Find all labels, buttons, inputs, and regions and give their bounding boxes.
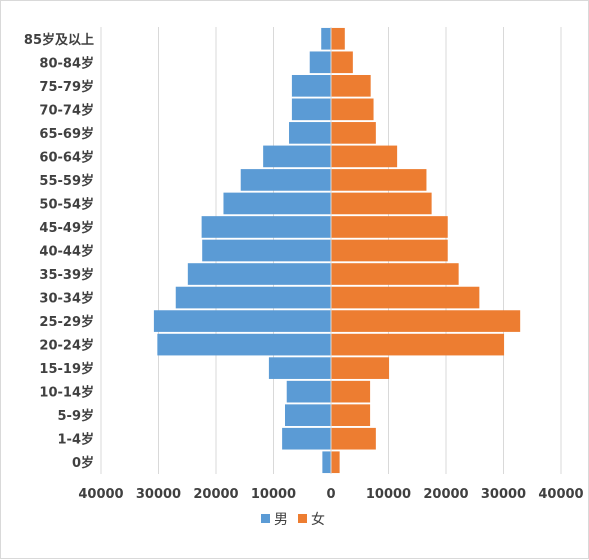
female-bar-4 xyxy=(331,357,390,379)
male-legend-swatch xyxy=(261,514,270,523)
male-bar-15 xyxy=(291,98,331,121)
female-bar-17 xyxy=(331,51,353,74)
male-bar-13 xyxy=(263,145,331,168)
male-bar-4 xyxy=(268,357,331,379)
y-tick-label: 85岁及以上 xyxy=(24,32,94,48)
bars xyxy=(153,27,521,474)
y-tick-label: 70-74岁 xyxy=(39,102,94,118)
female-bar-2 xyxy=(331,404,371,427)
male-bar-16 xyxy=(291,74,331,97)
y-tick-label: 15-19岁 xyxy=(39,361,94,377)
female-bar-15 xyxy=(331,98,374,121)
x-tick-label: 30000 xyxy=(136,487,181,502)
male-bar-9 xyxy=(202,239,331,262)
male-bar-7 xyxy=(175,286,331,309)
y-tick-label: 80-84岁 xyxy=(39,55,94,71)
female-legend-swatch xyxy=(298,514,307,523)
male-bar-0 xyxy=(322,451,331,474)
female-bar-9 xyxy=(331,239,448,262)
y-tick-label: 0岁 xyxy=(72,455,94,471)
y-tick-label: 45-49岁 xyxy=(39,220,94,236)
female-bar-7 xyxy=(331,286,480,309)
male-bar-18 xyxy=(321,27,331,50)
x-tick-label: 10000 xyxy=(366,487,411,502)
y-tick-label: 55-59岁 xyxy=(39,173,94,189)
y-axis-labels: 0岁 1-4岁 5-9岁 10-14岁 15-19岁 20-24岁 25-29岁 30-34岁… xyxy=(24,32,94,471)
female-bar-13 xyxy=(331,145,398,168)
x-axis-labels: 40000 30000 20000 10000 0 10000 20000 30000 4000… xyxy=(78,487,583,502)
y-tick-label: 35-39岁 xyxy=(39,267,94,283)
male-bar-17 xyxy=(309,51,331,74)
male-bar-1 xyxy=(282,427,331,450)
x-tick-label: 40000 xyxy=(78,487,123,502)
female-bar-6 xyxy=(331,310,521,332)
female-legend-label: 女 xyxy=(311,511,325,528)
y-tick-label: 1-4岁 xyxy=(58,432,95,448)
y-tick-label: 5-9岁 xyxy=(58,408,95,424)
female-bar-11 xyxy=(331,192,432,215)
female-bar-5 xyxy=(331,333,505,356)
female-bar-1 xyxy=(331,427,376,450)
female-bar-16 xyxy=(331,74,371,97)
male-legend-label: 男 xyxy=(274,512,288,528)
female-bar-18 xyxy=(331,27,345,50)
y-tick-label: 75-79岁 xyxy=(39,79,94,95)
male-bar-3 xyxy=(286,380,331,403)
female-bar-3 xyxy=(331,380,371,403)
female-bar-0 xyxy=(331,451,340,474)
y-tick-label: 50-54岁 xyxy=(39,196,94,212)
female-bar-14 xyxy=(331,122,376,144)
y-tick-label: 10-14岁 xyxy=(39,385,94,401)
legend: 男女 xyxy=(261,511,325,528)
female-bar-8 xyxy=(331,263,459,285)
y-tick-label: 60-64岁 xyxy=(39,149,94,165)
x-tick-label: 30000 xyxy=(481,487,526,502)
male-bar-5 xyxy=(157,333,331,356)
x-tick-label: 0 xyxy=(326,487,335,502)
male-bar-6 xyxy=(153,310,331,332)
male-bar-14 xyxy=(289,122,331,144)
y-tick-label: 65-69岁 xyxy=(39,126,94,142)
x-tick-label: 40000 xyxy=(538,487,583,502)
male-bar-2 xyxy=(285,404,331,427)
x-tick-label: 20000 xyxy=(423,487,468,502)
y-tick-label: 20-24岁 xyxy=(39,338,94,354)
y-tick-label: 25-29岁 xyxy=(39,314,94,330)
male-bar-10 xyxy=(201,216,331,238)
female-bar-12 xyxy=(331,169,427,191)
x-tick-label: 20000 xyxy=(193,487,238,502)
female-bar-10 xyxy=(331,216,448,238)
male-bar-8 xyxy=(187,263,331,285)
male-bar-11 xyxy=(223,192,331,215)
x-tick-label: 10000 xyxy=(251,487,296,502)
y-tick-label: 40-44岁 xyxy=(39,244,94,260)
male-bar-12 xyxy=(240,169,331,191)
y-tick-label: 30-34岁 xyxy=(39,291,94,307)
